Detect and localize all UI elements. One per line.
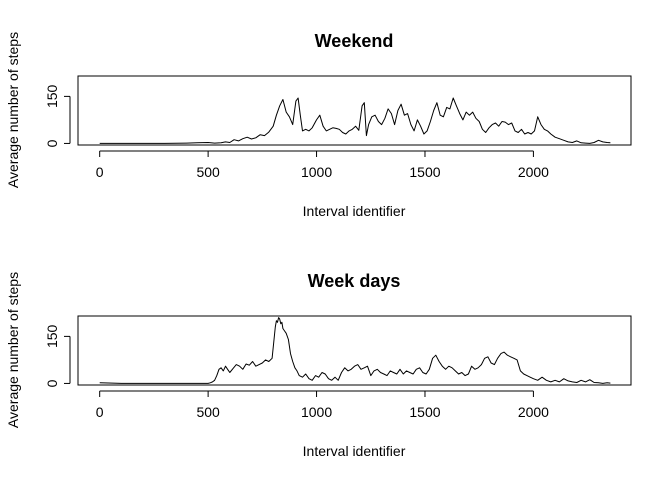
x-tick-label: 1500 (409, 404, 440, 420)
x-axis-label: Interval identifier (303, 203, 406, 219)
y-axis-label: Average number of steps (5, 272, 21, 428)
x-tick-label: 500 (196, 164, 220, 180)
plot-box (77, 315, 632, 386)
y-axis-label: Average number of steps (5, 32, 21, 188)
series-polyline (99, 317, 611, 384)
y-tick-label: 0 (44, 139, 60, 147)
x-tick-label: 1500 (409, 164, 440, 180)
plot-box (77, 75, 632, 146)
y-tick-label: 150 (44, 84, 60, 108)
x-tick-label: 1000 (301, 164, 332, 180)
series-line (99, 97, 611, 144)
x-axis: 0 500 1000 1500 2000 (96, 390, 549, 420)
weekend-panel: Weekend Interval identifier Average numb… (5, 31, 632, 219)
x-tick-label: 1000 (301, 404, 332, 420)
y-tick-label: 150 (44, 324, 60, 348)
x-axis: 0 500 1000 1500 2000 (96, 150, 549, 180)
week-days-panel: Week days Interval identifier Average nu… (5, 271, 632, 459)
x-tick-label: 2000 (518, 164, 549, 180)
x-axis-label: Interval identifier (303, 443, 406, 459)
x-tick-label: 500 (196, 404, 220, 420)
series-polyline (99, 97, 611, 144)
y-tick-label: 0 (44, 379, 60, 387)
chart-title: Weekend (315, 31, 394, 51)
x-tick-label: 2000 (518, 404, 549, 420)
series-line (99, 317, 611, 384)
y-axis: 0 150 (44, 84, 71, 147)
chart-title: Week days (308, 271, 401, 291)
y-axis: 0 150 (44, 324, 71, 387)
x-tick-label: 0 (96, 404, 104, 420)
x-tick-label: 0 (96, 164, 104, 180)
